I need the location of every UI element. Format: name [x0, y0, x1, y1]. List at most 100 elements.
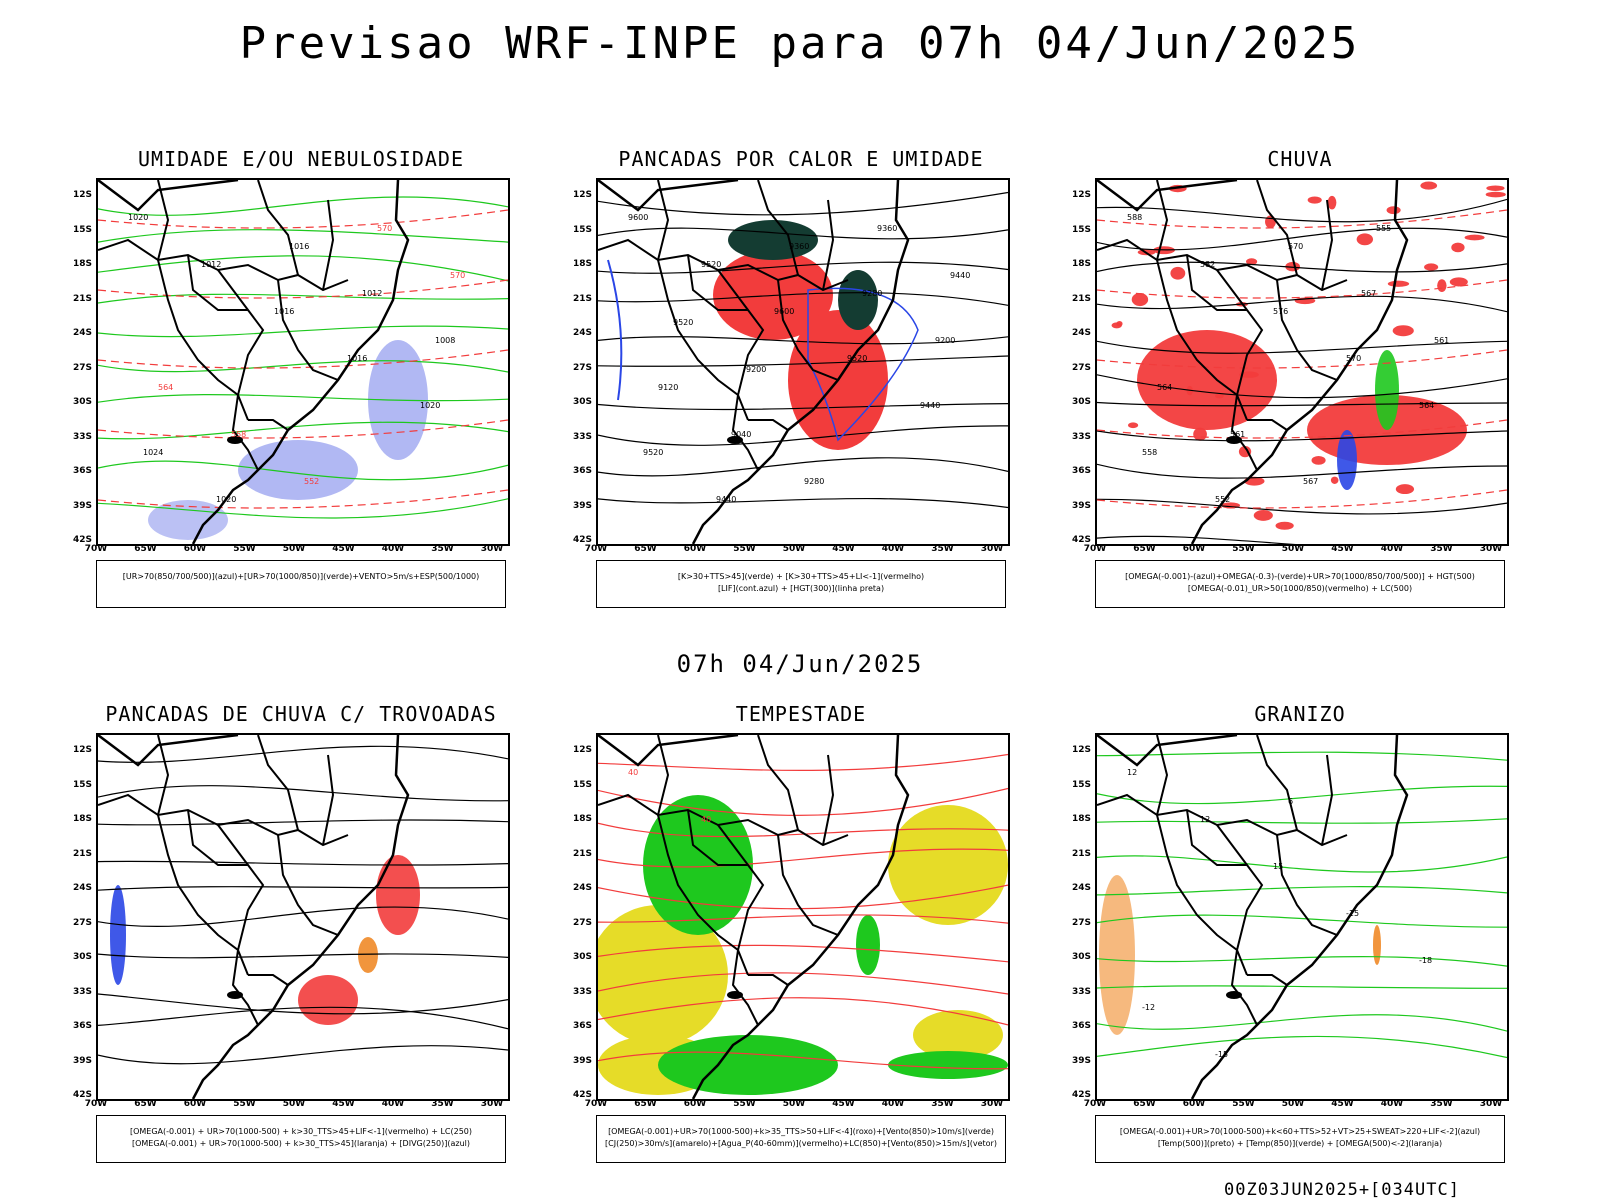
latitude-tick: 42S: [72, 1090, 92, 1100]
latitude-tick: 21S: [72, 848, 92, 859]
coastline: [598, 735, 910, 1099]
longitude-tick: 40W: [381, 544, 405, 554]
longitude-tick: 35W: [931, 544, 954, 554]
state-border: [1276, 279, 1338, 381]
longitude-tick: 35W: [1430, 1099, 1453, 1109]
longitude-tick: 50W: [282, 1099, 306, 1109]
rain-red-area: [1239, 371, 1259, 378]
latitude-tick: 24S: [1071, 883, 1091, 893]
contour-line: [1097, 1014, 1507, 1032]
contour-label: 552: [304, 477, 319, 486]
contour-line: [98, 498, 508, 519]
latitude-tick: 24S: [72, 328, 92, 338]
contour-label: 9440: [716, 495, 736, 504]
contour-line: [98, 953, 508, 959]
coastline: [1097, 735, 1409, 1099]
panel-legend: [K>30+TTS>45](verde) + [K>30+TTS>45+LI<-…: [596, 560, 1006, 608]
coastline: [1097, 180, 1409, 544]
longitude-tick: 55W: [733, 544, 756, 554]
contour-label: 9280: [804, 477, 824, 486]
latitude-tick: 15S: [572, 224, 592, 235]
storm-orange-area: [358, 937, 378, 973]
contour-label: 1012: [362, 289, 382, 298]
storm-red-area: [298, 975, 358, 1025]
contour-label: 9440: [920, 401, 940, 410]
contour-label: -12: [1142, 1003, 1155, 1012]
contour-label: 1012: [201, 260, 221, 269]
contour-label: 588: [1127, 213, 1142, 222]
rain-red-area: [1485, 191, 1506, 198]
latitude-tick: 42S: [572, 535, 592, 545]
contour-line: [1097, 463, 1507, 479]
contour-line: [1097, 498, 1507, 515]
contour-line: [598, 355, 1008, 367]
contour-line: [98, 360, 508, 373]
longitude-tick: 65W: [1133, 544, 1156, 554]
latitude-tick: 39S: [1071, 1055, 1091, 1066]
latitude-tick: 30S: [1071, 952, 1091, 962]
contour-line: [1097, 374, 1507, 399]
forecast-map: 12 12 15 -15 -18 -12 -15 6: [1095, 733, 1509, 1101]
latitude-tick: 42S: [1071, 535, 1091, 545]
latitude-tick: 39S: [72, 500, 92, 511]
convection-green-area: [838, 270, 878, 330]
state-border: [717, 824, 765, 951]
contour-line: [1097, 261, 1507, 273]
latitude-tick: 21S: [1071, 293, 1091, 304]
latitude-tick: 15S: [1071, 779, 1091, 790]
contour-label: 1020: [128, 213, 148, 222]
forecast-map: [96, 733, 510, 1101]
latitude-tick: 30S: [72, 397, 92, 407]
contour-label: 9200: [746, 365, 766, 374]
contour-label: 570: [1346, 354, 1361, 363]
contour-line: [598, 191, 1008, 216]
state-border: [1256, 180, 1298, 276]
rain-red-area: [1307, 196, 1322, 204]
humidity-blue-area: [148, 500, 228, 540]
latitude-tick: 21S: [572, 848, 592, 859]
longitude-tick: 60W: [183, 544, 207, 554]
latitude-tick: 39S: [572, 1055, 592, 1066]
state-border: [1230, 949, 1258, 1026]
latitude-tick: 36S: [72, 1021, 92, 1031]
rain-red-area: [1137, 330, 1277, 430]
longitude-tick: 70W: [84, 1099, 108, 1109]
contour-line: [1097, 955, 1507, 967]
state-border: [156, 180, 249, 421]
longitude-tick: 50W: [1281, 544, 1305, 554]
contour-line: [98, 745, 508, 763]
latitude-tick: 36S: [572, 1021, 592, 1031]
panel-title: CHUVA: [1267, 147, 1333, 171]
contour-label: 9360: [877, 224, 897, 233]
latitude-tick: 42S: [72, 535, 92, 545]
longitude-tick: 65W: [134, 544, 157, 554]
longitude-tick: 30W: [480, 544, 504, 554]
longitude-tick: 55W: [733, 1099, 756, 1109]
longitude-tick: 60W: [1182, 1099, 1206, 1109]
latitude-tick: 36S: [572, 466, 592, 476]
contour-line: [598, 848, 1008, 868]
latitude-tick: 33S: [72, 986, 92, 997]
latitude-tick: 18S: [1071, 259, 1091, 269]
run-time-label: 00Z03JUN2025+[034UTC]: [1224, 1180, 1460, 1200]
thickness-line: [1097, 209, 1507, 229]
contour-label: 570: [377, 224, 392, 233]
contour-label: 561: [1434, 336, 1449, 345]
longitude-tick: 45W: [1331, 1099, 1354, 1109]
state-border: [1155, 180, 1248, 421]
state-border: [687, 809, 748, 866]
longitude-tick: 65W: [634, 1099, 657, 1109]
longitude-tick: 65W: [1133, 1099, 1156, 1109]
longitude-tick: 40W: [881, 544, 905, 554]
latitude-tick: 18S: [572, 814, 592, 824]
rain-red-area: [1127, 422, 1139, 429]
latitude-tick: 18S: [572, 259, 592, 269]
contour-label: 9040: [731, 430, 751, 439]
contour-label: 12: [1200, 815, 1210, 824]
latitude-tick: 30S: [572, 952, 592, 962]
longitude-tick: 45W: [332, 1099, 355, 1109]
latitude-tick: 24S: [572, 883, 592, 893]
contour-line: [98, 886, 508, 891]
contour-label: 567: [1303, 477, 1318, 486]
contour-line: [1097, 751, 1507, 761]
